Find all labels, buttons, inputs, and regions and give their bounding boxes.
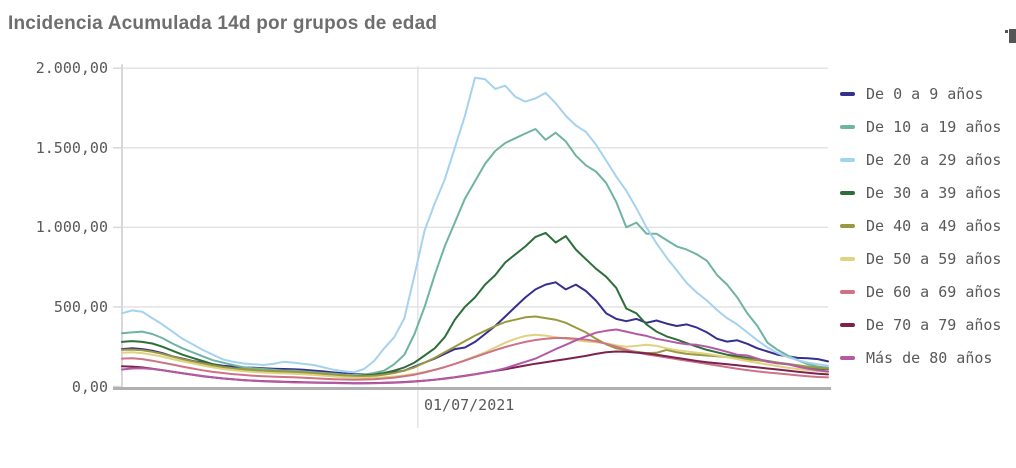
legend-item[interactable]: De 60 a 69 años: [840, 282, 1001, 302]
legend-swatch-icon: [840, 224, 855, 228]
legend-swatch-icon: [840, 92, 855, 96]
chart-options-icon-fragment: [1005, 30, 1008, 33]
legend-label: Más de 80 años: [866, 349, 993, 367]
y-axis-tick-label: 500,00: [53, 297, 108, 316]
legend-swatch-icon: [840, 323, 855, 327]
legend-swatch-icon: [840, 257, 855, 261]
legend-swatch-icon: [840, 356, 855, 360]
legend-label: De 70 a 79 años: [866, 316, 1002, 334]
legend-swatch-icon: [840, 290, 855, 294]
legend-item[interactable]: De 0 a 9 años: [840, 84, 983, 104]
legend-item[interactable]: Más de 80 años: [840, 348, 992, 368]
legend-label: De 20 a 29 años: [866, 151, 1002, 169]
series-line[interactable]: [121, 231, 829, 378]
legend-item[interactable]: De 30 a 39 años: [840, 183, 1001, 203]
legend-label: De 30 a 39 años: [866, 184, 1002, 202]
series-line[interactable]: [121, 315, 829, 378]
legend-item[interactable]: De 70 a 79 años: [840, 315, 1001, 335]
y-axis-tick-label: 1.000,00: [35, 218, 108, 237]
chart-options-icon[interactable]: [1005, 29, 1016, 44]
chart-options-icon-fragment: [1009, 29, 1016, 43]
y-axis-tick-label: 0,00: [71, 377, 108, 396]
legend-item[interactable]: De 20 a 29 años: [840, 150, 1001, 170]
legend-swatch-icon: [840, 191, 855, 195]
legend-label: De 40 a 49 años: [866, 217, 1002, 235]
legend-label: De 10 a 19 años: [866, 118, 1002, 136]
series-line[interactable]: [121, 328, 829, 385]
legend-swatch-icon: [840, 125, 855, 129]
legend-swatch-icon: [840, 158, 855, 162]
y-axis-tick-label: 1.500,00: [35, 138, 108, 157]
page-title: Incidencia Acumulada 14d por grupos de e…: [8, 13, 438, 34]
series-line[interactable]: [121, 337, 829, 381]
legend-label: De 60 a 69 años: [866, 283, 1002, 301]
legend-label: De 50 a 59 años: [866, 250, 1002, 268]
series-line[interactable]: [121, 128, 829, 376]
series-line[interactable]: [121, 76, 829, 374]
legend-label: De 0 a 9 años: [866, 85, 984, 103]
legend-item[interactable]: De 50 a 59 años: [840, 249, 1001, 269]
y-axis-tick-label: 2.000,00: [35, 59, 108, 78]
legend-item[interactable]: De 10 a 19 años: [840, 117, 1001, 137]
x-axis-tick-label: 01/07/2021: [424, 396, 515, 414]
legend-item[interactable]: De 40 a 49 años: [840, 216, 1001, 236]
